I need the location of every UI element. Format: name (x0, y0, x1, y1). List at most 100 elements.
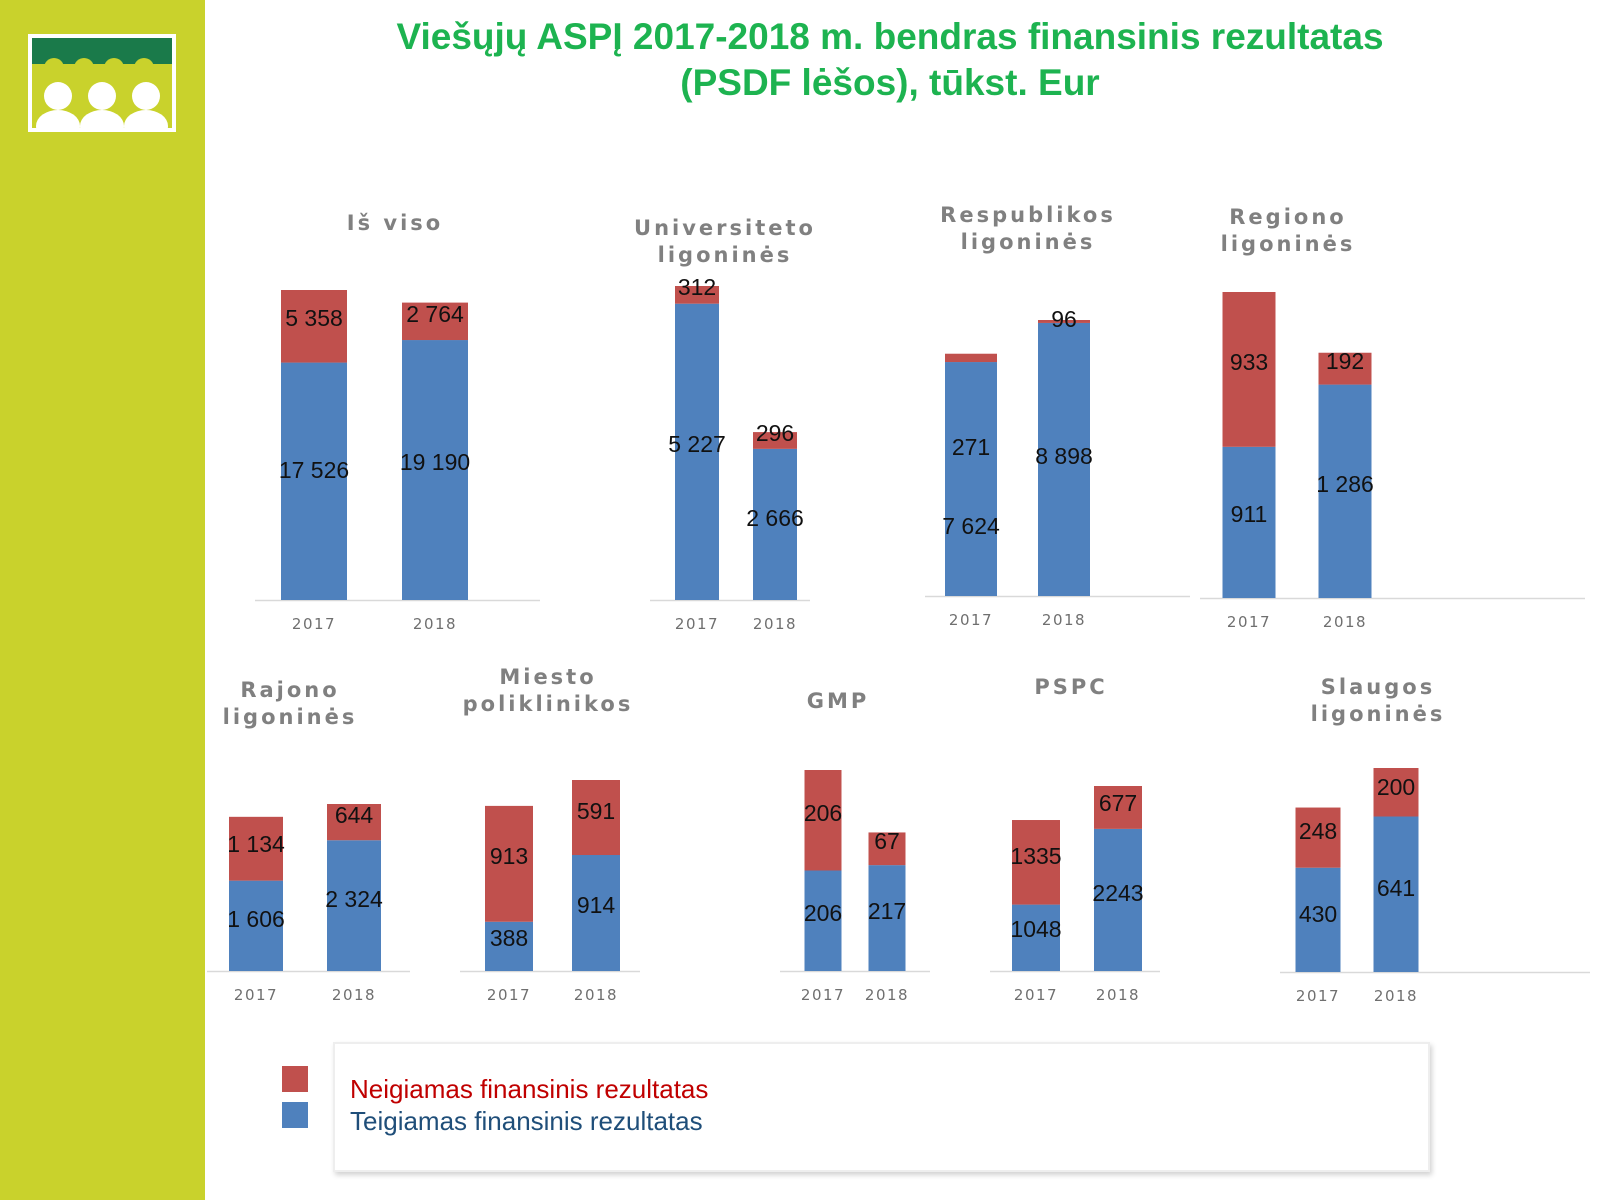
legend-swatch-negative (282, 1066, 308, 1092)
tick-label: 2018 (332, 986, 376, 1004)
data-label-positive: 1048 (1010, 916, 1061, 942)
panel-title: Miesto (499, 665, 596, 689)
bar-positive (868, 865, 906, 971)
panel-title: ligoninės (223, 705, 358, 729)
bar-positive (804, 870, 842, 971)
data-label-negative: 2 764 (406, 301, 464, 327)
tick-label: 2017 (949, 611, 993, 629)
bar-negative (1222, 292, 1276, 447)
logo (28, 34, 176, 132)
sidebar-band (0, 0, 205, 1200)
data-label-negative: 296 (756, 420, 794, 446)
panel-title: Respublikos (940, 203, 1116, 227)
data-label-positive: 17 526 (279, 457, 349, 483)
panel-title: GMP (807, 689, 870, 713)
tick-label: 2017 (1296, 987, 1340, 1005)
bar-negative (1373, 768, 1419, 817)
bar-positive (945, 362, 997, 596)
tick-label: 2018 (753, 615, 797, 633)
tick-label: 2017 (234, 986, 278, 1004)
data-label-positive: 217 (868, 898, 906, 924)
data-label-negative: 206 (804, 800, 842, 826)
panel-title: ligoninės (658, 243, 793, 267)
bar-negative (281, 290, 347, 363)
legend-swatch-positive (282, 1102, 308, 1128)
bar-positive (753, 448, 797, 600)
bar-negative (1012, 820, 1060, 905)
panel-title: ligoninės (1221, 232, 1356, 256)
bar-negative (1295, 807, 1341, 868)
panel-title: ligoninės (961, 230, 1096, 254)
panel-title: PSPC (1034, 675, 1107, 699)
bar-positive (229, 880, 283, 971)
data-label-negative: 933 (1230, 349, 1268, 375)
tick-label: 2018 (413, 615, 457, 633)
panel-title: Regiono (1229, 205, 1346, 229)
bar-positive (675, 303, 719, 600)
bar-positive (1012, 904, 1060, 971)
data-label-positive: 19 190 (400, 449, 470, 475)
bar-negative (327, 804, 381, 841)
tick-label: 2018 (865, 986, 909, 1004)
data-label-negative: 271 (952, 434, 990, 460)
bar-positive (572, 855, 620, 971)
bar-positive (1094, 828, 1142, 971)
bar-positive (327, 840, 381, 971)
data-label-negative: 913 (490, 843, 528, 869)
tick-label: 2017 (487, 986, 531, 1004)
tick-label: 2017 (1227, 613, 1271, 631)
bar-negative (1318, 352, 1372, 385)
bar-positive (485, 921, 533, 971)
data-label-positive: 7 624 (942, 513, 1000, 539)
panel-title: Rajono (240, 678, 339, 702)
data-label-negative: 248 (1299, 818, 1337, 844)
tick-label: 2018 (574, 986, 618, 1004)
data-label-negative: 67 (874, 828, 900, 854)
tick-label: 2018 (1323, 613, 1367, 631)
data-label-negative: 1 134 (227, 831, 285, 857)
panel-title: Slaugos (1321, 675, 1435, 699)
bar-negative (675, 286, 719, 304)
data-label-positive: 911 (1231, 501, 1268, 527)
data-label-positive: 5 227 (668, 431, 726, 457)
legend-box (333, 1042, 1430, 1172)
data-label-negative: 192 (1326, 348, 1364, 374)
data-label-positive: 388 (490, 925, 528, 951)
page-title: Viešųjų ASPĮ 2017-2018 m. bendras finans… (220, 14, 1560, 106)
data-label-negative: 1335 (1010, 843, 1061, 869)
data-label-negative: 677 (1099, 790, 1137, 816)
data-label-negative: 5 358 (285, 305, 343, 331)
bar-negative (485, 805, 533, 922)
tick-label: 2018 (1374, 987, 1418, 1005)
bar-positive (1038, 322, 1090, 596)
bar-negative (753, 432, 797, 449)
data-label-positive: 2 666 (746, 505, 804, 531)
data-label-negative: 96 (1051, 306, 1077, 332)
data-label-positive: 2 324 (325, 886, 383, 912)
bar-positive (1318, 384, 1372, 598)
bar-negative (1038, 320, 1090, 323)
bar-positive (1295, 867, 1341, 972)
bar-positive (1373, 816, 1419, 972)
bar-negative (572, 780, 620, 856)
data-label-positive: 8 898 (1035, 443, 1093, 469)
data-label-positive: 430 (1299, 901, 1337, 927)
data-label-negative: 644 (335, 802, 374, 828)
panel-title: poliklinikos (463, 692, 634, 716)
tick-label: 2017 (675, 615, 719, 633)
tick-label: 2017 (801, 986, 845, 1004)
bar-negative (868, 832, 906, 866)
data-label-positive: 1 606 (227, 906, 285, 932)
bar-negative (1094, 786, 1142, 829)
data-label-negative: 591 (577, 798, 615, 824)
legend-label-negative: Neigiamas finansinis rezultatas (350, 1074, 709, 1104)
bar-positive (1222, 446, 1276, 598)
data-label-positive: 914 (577, 892, 616, 918)
data-label-negative: 312 (678, 274, 716, 300)
bar-negative (804, 770, 842, 871)
data-label-positive: 206 (804, 900, 842, 926)
title-line-1: Viešųjų ASPĮ 2017-2018 m. bendras finans… (396, 16, 1384, 57)
tick-label: 2018 (1096, 986, 1140, 1004)
legend-label-positive: Teigiamas finansinis rezultatas (350, 1106, 703, 1136)
